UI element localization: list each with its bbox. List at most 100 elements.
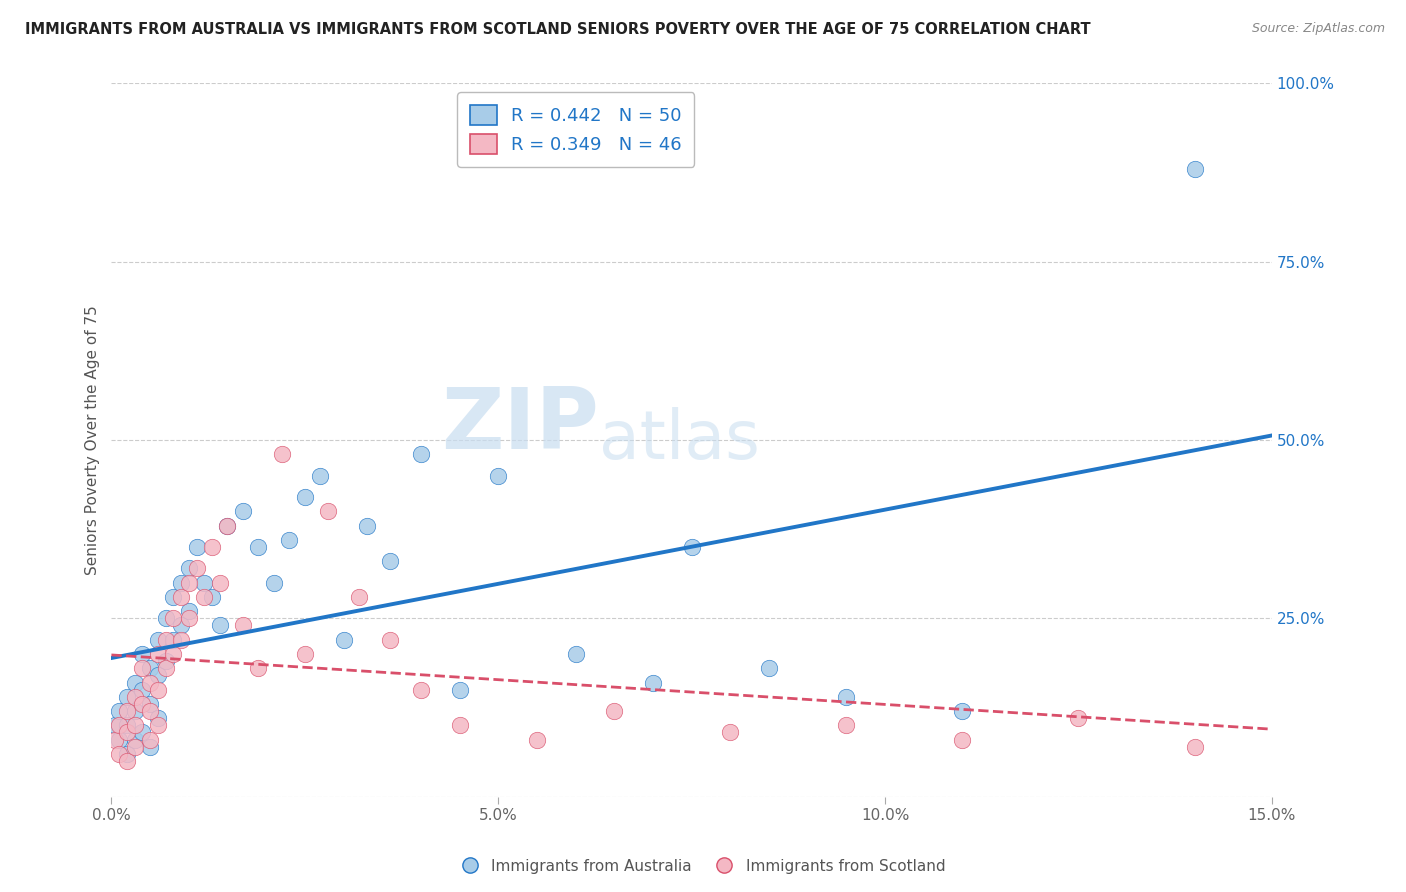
Point (146, 711, 169, 725)
Point (378, 632, 401, 647)
Point (201, 540, 224, 554)
Point (124, 704, 146, 718)
Point (115, 725, 138, 739)
Point (104, 718, 127, 732)
Point (356, 518, 378, 533)
Point (146, 668, 169, 682)
Point (162, 647, 184, 661)
Point (186, 540, 208, 554)
Point (115, 690, 138, 704)
Point (247, 661, 270, 675)
Legend: Immigrants from Australia, Immigrants from Scotland: Immigrants from Australia, Immigrants fr… (454, 853, 952, 880)
Point (139, 675, 162, 690)
Point (170, 590, 193, 604)
Point (131, 647, 153, 661)
Point (309, 468, 332, 483)
Point (347, 590, 370, 604)
Point (217, 518, 239, 533)
Point (641, 675, 664, 690)
Point (108, 704, 131, 718)
Point (294, 647, 316, 661)
Point (247, 540, 270, 554)
Point (155, 654, 177, 668)
Point (270, 447, 292, 461)
Point (835, 718, 858, 732)
Point (177, 575, 200, 590)
Point (131, 661, 153, 675)
Point (316, 504, 339, 518)
Point (232, 504, 254, 518)
Point (193, 575, 215, 590)
Point (263, 575, 285, 590)
Point (162, 590, 184, 604)
Point (162, 632, 184, 647)
Point (603, 704, 626, 718)
Point (146, 647, 169, 661)
Point (186, 561, 208, 575)
Point (139, 704, 162, 718)
Point (1184, 739, 1206, 754)
Point (124, 675, 146, 690)
Point (131, 697, 153, 711)
Point (162, 611, 184, 625)
Point (217, 518, 239, 533)
Point (131, 725, 153, 739)
Point (124, 739, 146, 754)
Point (208, 618, 231, 632)
Point (139, 661, 162, 675)
Text: IMMIGRANTS FROM AUSTRALIA VS IMMIGRANTS FROM SCOTLAND SENIORS POVERTY OVER THE A: IMMIGRANTS FROM AUSTRALIA VS IMMIGRANTS … (25, 22, 1091, 37)
Point (486, 468, 509, 483)
Point (1067, 711, 1090, 725)
Point (115, 718, 138, 732)
Point (208, 575, 231, 590)
Point (564, 647, 586, 661)
Point (155, 661, 177, 675)
Point (526, 732, 548, 747)
Point (108, 747, 131, 761)
Point (409, 682, 432, 697)
Point (146, 718, 169, 732)
Point (104, 732, 127, 747)
Point (139, 732, 162, 747)
Point (201, 590, 224, 604)
Point (193, 590, 215, 604)
Point (378, 554, 401, 568)
Point (108, 718, 131, 732)
Point (170, 575, 193, 590)
Point (449, 718, 471, 732)
Point (177, 611, 200, 625)
Point (139, 739, 162, 754)
Point (177, 604, 200, 618)
Point (758, 661, 780, 675)
Point (108, 732, 131, 747)
Point (115, 704, 138, 718)
Text: ZIP: ZIP (441, 384, 599, 467)
Point (177, 561, 200, 575)
Point (449, 682, 471, 697)
Point (124, 732, 146, 747)
Point (718, 725, 741, 739)
Point (681, 540, 703, 554)
Text: Source: ZipAtlas.com: Source: ZipAtlas.com (1251, 22, 1385, 36)
Point (409, 447, 432, 461)
Point (835, 690, 858, 704)
Point (232, 618, 254, 632)
Point (332, 632, 354, 647)
Point (124, 690, 146, 704)
Point (146, 682, 169, 697)
Point (170, 618, 193, 632)
Point (1184, 161, 1206, 176)
Point (131, 682, 153, 697)
Point (278, 533, 301, 547)
Y-axis label: Seniors Poverty Over the Age of 75: Seniors Poverty Over the Age of 75 (86, 305, 100, 575)
Point (170, 632, 193, 647)
Point (115, 754, 138, 768)
Point (115, 747, 138, 761)
Point (155, 632, 177, 647)
Point (952, 704, 974, 718)
Point (124, 718, 146, 732)
Point (139, 697, 162, 711)
Point (294, 490, 316, 504)
Legend: R = 0.442   N = 50, R = 0.349   N = 46: R = 0.442 N = 50, R = 0.349 N = 46 (457, 93, 695, 167)
Point (146, 632, 169, 647)
